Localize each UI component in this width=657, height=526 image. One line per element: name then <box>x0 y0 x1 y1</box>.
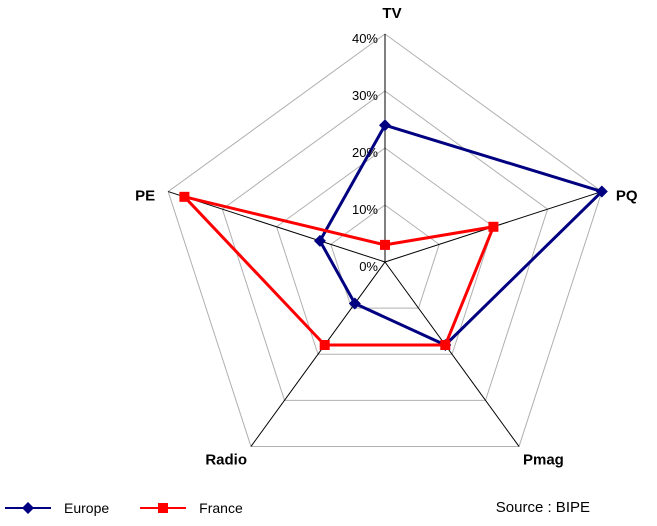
axis-label-tv: TV <box>382 5 401 22</box>
marker-square-france-pmag <box>440 340 451 351</box>
tick-label-10%: 10% <box>352 202 378 217</box>
grid-rings <box>167 33 603 447</box>
marker-square-france-pq <box>488 221 499 232</box>
axis-spoke-radio <box>250 261 386 447</box>
marker-square-france-radio <box>319 340 330 351</box>
marker-diamond-europe-radio <box>348 297 361 310</box>
tick-label-0%: 0% <box>359 259 378 274</box>
marker-diamond-europe-pq <box>595 185 608 198</box>
marker-diamond-europe-pe <box>313 234 326 247</box>
legend-item-europe: Europe <box>4 500 109 516</box>
axis-label-pmag: Pmag <box>523 451 564 468</box>
axis-label-radio: Radio <box>205 451 247 468</box>
series-france <box>179 191 499 351</box>
tick-label-30%: 30% <box>352 88 378 103</box>
grid-ring-20 <box>275 147 495 355</box>
europe-line-diamond-icon <box>5 502 51 514</box>
axis-spoke-pe <box>168 191 386 263</box>
tick-label-20%: 20% <box>352 145 378 160</box>
radial-tick-labels: 0% 10% 20% 30% 40% <box>352 31 378 274</box>
legend-label-europe: Europe <box>64 500 110 516</box>
axis-spoke-pmag <box>384 261 520 447</box>
legend-label-france: France <box>199 500 243 516</box>
grid-ring-40 <box>167 33 603 447</box>
grid-ring-30 <box>221 90 549 401</box>
marker-square-france-tv <box>380 239 390 250</box>
category-labels: TV PQ Pmag Radio PE <box>135 5 638 468</box>
marker-square-france-pe <box>179 191 190 202</box>
radar-chart: 0% 10% 20% 30% 40% TV PQ Pmag Radio PE <box>135 5 638 468</box>
source-text: Source : BIPE <box>495 499 590 516</box>
chart-legend: Europe France <box>4 500 243 516</box>
axis-label-pe: PE <box>135 188 155 205</box>
marker-diamond-europe-tv <box>379 119 391 132</box>
legend-item-france: France <box>139 500 243 516</box>
tick-label-40%: 40% <box>352 31 378 46</box>
axis-label-pq: PQ <box>616 188 638 205</box>
france-line-square-icon <box>140 503 187 513</box>
